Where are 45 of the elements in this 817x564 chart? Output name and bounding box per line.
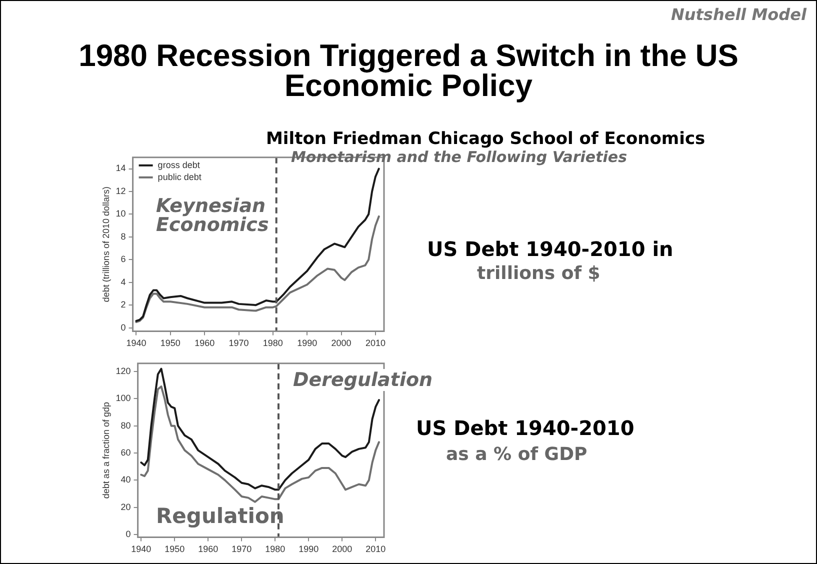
- y-tick-label: 14: [116, 163, 126, 174]
- text: trillions of $: [477, 263, 600, 284]
- y-tick-label: 0: [120, 322, 126, 332]
- x-tick-label: 2000: [331, 338, 352, 348]
- y-tick-label: 10: [116, 208, 126, 219]
- x-tick-label: 2010: [365, 338, 386, 348]
- annotation: Regulation: [156, 504, 284, 528]
- y-axis-title: debt as a fraction of gdp: [100, 402, 111, 499]
- annotation: Deregulation: [293, 369, 433, 391]
- x-tick-label: 1990: [298, 544, 319, 554]
- x-tick-label: 1950: [160, 338, 180, 348]
- x-tick-label: 1960: [198, 544, 218, 554]
- y-tick-label: 8: [120, 231, 126, 242]
- y-tick-label: 120: [116, 366, 131, 376]
- y-tick-label: 0: [126, 528, 131, 539]
- y-tick-label: 60: [120, 448, 131, 458]
- y-tick-label: 6: [120, 254, 126, 264]
- x-tick-label: 1960: [194, 338, 215, 348]
- y-tick-label: 100: [116, 393, 131, 404]
- y-tick-label: 12: [116, 186, 126, 196]
- x-tick-label: 1940: [131, 544, 152, 554]
- x-tick-label: 1980: [265, 544, 286, 554]
- y-tick-label: 80: [120, 420, 131, 430]
- y-tick-label: 2: [120, 300, 126, 310]
- chart-title: 1980 Recession Triggered a Switch in the US Economic Policy: [78, 38, 740, 103]
- text: Nutshell Model: [671, 5, 806, 24]
- text: Milton Friedman Chicago School of Economics: [266, 129, 706, 149]
- x-tick-label: 1950: [164, 544, 185, 554]
- x-tick-label: 1970: [232, 544, 252, 554]
- legend-label: public debt: [158, 172, 202, 182]
- y-tick-label: 4: [120, 276, 126, 287]
- y-axis-title: debt (trillions of 2010 dollars): [100, 186, 111, 302]
- x-tick-label: 1990: [297, 338, 318, 348]
- x-tick-label: 1940: [126, 338, 146, 348]
- text: as a % of GDP: [446, 444, 588, 465]
- x-tick-label: 1980: [262, 338, 283, 348]
- text: US Debt 1940-2010: [416, 416, 634, 440]
- annotation: Keynesian Economics: [156, 195, 270, 236]
- x-tick-label: 1970: [228, 338, 249, 348]
- x-tick-label: 2010: [366, 544, 386, 554]
- legend-label: gross debt: [158, 160, 200, 170]
- text: US Debt 1940-2010 in: [427, 237, 674, 261]
- y-tick-label: 20: [120, 502, 131, 512]
- y-tick-label: 40: [120, 474, 131, 485]
- x-tick-label: 2000: [332, 544, 352, 554]
